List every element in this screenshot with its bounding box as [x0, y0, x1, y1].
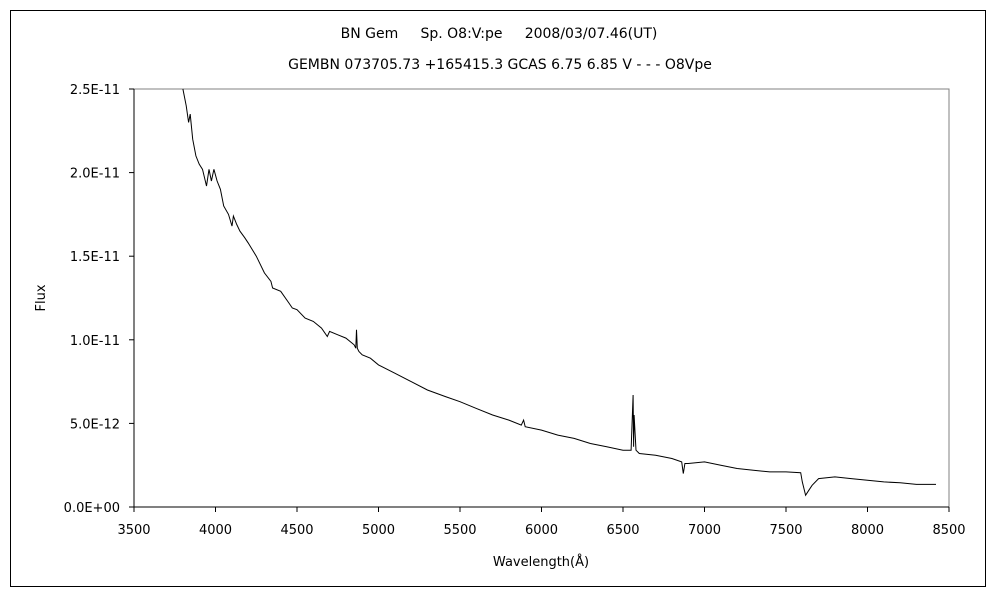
x-tick-label: 5500: [443, 523, 476, 538]
x-tick-label: 8000: [851, 523, 884, 538]
y-axis-title: Flux: [34, 284, 49, 311]
x-tick-label: 8500: [932, 523, 965, 538]
y-tick-label: 2.0E-11: [70, 167, 120, 182]
x-tick-label: 6000: [525, 523, 558, 538]
y-tick-label: 0.0E+00: [64, 501, 120, 516]
y-tick-label: 2.5E-11: [70, 83, 120, 98]
y-tick-label: 1.5E-11: [70, 250, 120, 265]
y-tick-label: 5.0E-12: [70, 417, 120, 432]
x-tick-label: 4000: [199, 523, 232, 538]
x-axis: 3500 4000 4500 5000 5500 6000 6500 7000 7500 8000…: [117, 506, 966, 538]
chart-subtitle: GEMBN 073705.73 +165415.3 GCAS 6.75 6.85…: [288, 57, 712, 73]
x-tick-label: 7000: [688, 523, 721, 538]
chart-title: BN Gem Sp. O8:V:pe 2008/03/07.46(UT): [340, 26, 658, 42]
x-axis-title: Wavelength(Å): [493, 554, 589, 570]
x-tick-label: 5000: [362, 523, 395, 538]
x-tick-label: 4500: [280, 523, 313, 538]
x-tick-label: 3500: [117, 523, 150, 538]
y-axis: 0.0E+00 5.0E-12 1.0E-11 1.5E-11 2.0E-11 2.5E-…: [64, 83, 135, 516]
spectrum-line: [182, 88, 936, 497]
x-tick-label: 7500: [769, 523, 802, 538]
x-tick-label: 6500: [606, 523, 639, 538]
y-tick-label: 1.0E-11: [70, 334, 120, 349]
plot-area: [133, 88, 950, 508]
